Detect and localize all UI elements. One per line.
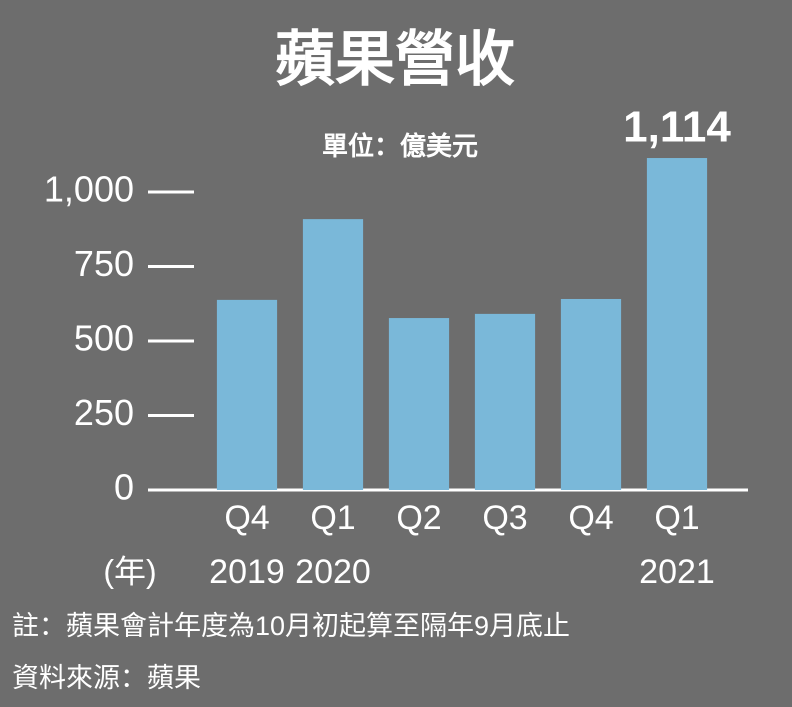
- bar: [216, 299, 278, 490]
- bar: [302, 219, 364, 491]
- year-unit: (年): [103, 553, 156, 589]
- y-tick-label: 250: [74, 392, 134, 433]
- bar: [388, 318, 450, 490]
- y-tick-label: 500: [74, 318, 134, 359]
- bar: [474, 313, 536, 490]
- chart-subtitle: 單位：億美元: [322, 131, 478, 161]
- y-tick-label: 0: [114, 467, 134, 508]
- x-tick-label: Q4: [224, 499, 269, 537]
- year-label: 2019: [209, 553, 285, 591]
- source: 資料來源：蘋果: [12, 663, 201, 693]
- x-tick-label: Q3: [482, 499, 527, 537]
- y-tick-label: 1,000: [44, 169, 134, 210]
- note: 註：蘋果會計年度為10月初起算至隔年9月底止: [12, 611, 570, 641]
- bar: [560, 298, 622, 490]
- y-tick-label: 750: [74, 243, 134, 284]
- bar: [646, 158, 708, 490]
- year-label: 2020: [295, 553, 371, 591]
- x-tick-label: Q1: [310, 499, 355, 537]
- x-tick-label: Q1: [654, 499, 699, 537]
- x-tick-label: Q2: [396, 499, 441, 537]
- value-label: 1,114: [623, 103, 731, 152]
- x-tick-label: Q4: [568, 499, 613, 537]
- chart-title: 蘋果營收: [275, 26, 515, 93]
- year-label: 2021: [639, 553, 715, 591]
